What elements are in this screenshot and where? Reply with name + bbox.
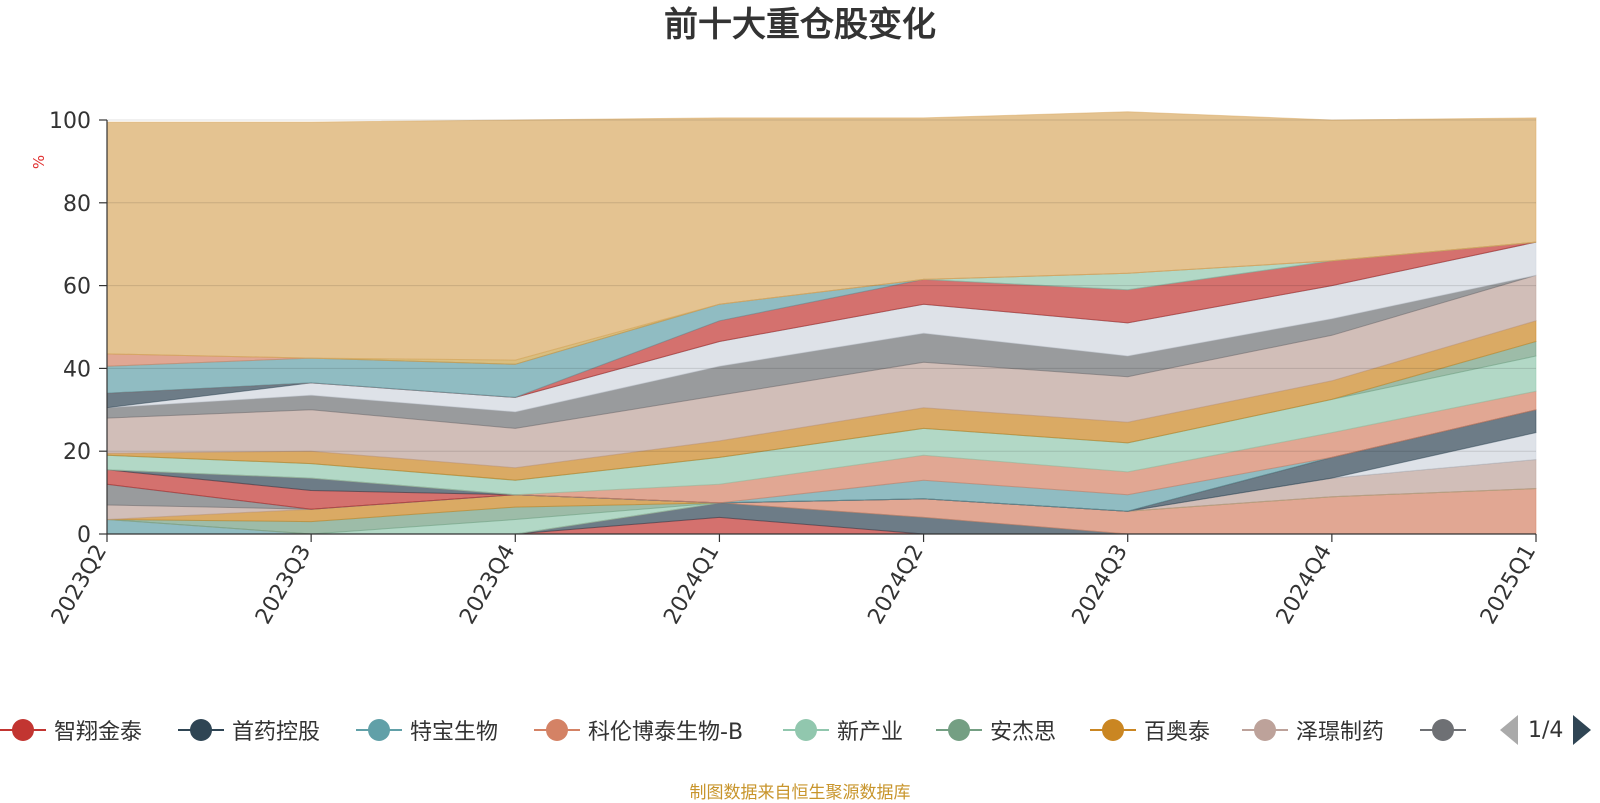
legend-item[interactable]: [1420, 712, 1474, 748]
x-tick-label: 2024Q4: [1272, 541, 1337, 629]
x-tick-label: 2023Q3: [251, 541, 316, 629]
y-axis-label: %: [30, 155, 48, 169]
x-tick-label: 2024Q2: [863, 541, 928, 629]
legend-label: 安杰思: [990, 720, 1057, 745]
legend-label: 百奥泰: [1144, 720, 1211, 745]
legend-marker-icon: [936, 712, 982, 748]
y-tick-label: 60: [63, 275, 91, 300]
legend-items: 智翔金泰 首药控股 特宝生物 科伦博泰生物-B 新产业 安杰思 百奥泰 泽璟制药: [0, 712, 1496, 748]
legend-item[interactable]: 特宝生物: [356, 712, 498, 748]
legend-label: 新产业: [837, 720, 904, 745]
legend-next-page-arrow-icon[interactable]: [1573, 715, 1592, 745]
y-tick-label: 20: [63, 440, 91, 465]
x-tick-label: 2023Q4: [455, 541, 520, 629]
legend-marker-icon: [178, 712, 224, 748]
legend-page-indicator: 1/4: [1528, 717, 1564, 743]
x-tick-label: 2024Q1: [659, 541, 724, 629]
legend-label: 智翔金泰: [54, 720, 143, 745]
legend-item[interactable]: 科伦博泰生物-B: [534, 712, 743, 748]
source-note: 制图数据来自恒生聚源数据库: [689, 783, 911, 803]
x-tick-label: 2025Q1: [1476, 541, 1541, 629]
legend-marker-icon: [356, 712, 402, 748]
y-tick-label: 0: [77, 523, 91, 548]
legend-marker-icon: [783, 712, 829, 748]
legend-marker-icon: [534, 712, 580, 748]
x-tick-label: 2023Q2: [47, 541, 112, 629]
legend-item[interactable]: 首药控股: [178, 712, 320, 748]
legend-label: 首药控股: [232, 720, 321, 745]
legend-item[interactable]: 泽璟制药: [1242, 712, 1384, 748]
y-tick-label: 80: [63, 192, 91, 217]
legend-label: 特宝生物: [410, 720, 499, 745]
stacked-area-chart: 0 20 40 60 80 100 2023Q2 2023Q3 2023Q4 2024Q1 2024…: [30, 109, 1541, 629]
area-series-27: [106, 111, 1537, 361]
y-tick-label: 100: [49, 109, 91, 134]
legend-marker-icon: [1420, 712, 1466, 748]
legend-marker-icon: [1242, 712, 1288, 748]
legend-item[interactable]: 百奥泰: [1090, 712, 1210, 748]
chart-legend: 智翔金泰 首药控股 特宝生物 科伦博泰生物-B 新产业 安杰思 百奥泰 泽璟制药: [0, 712, 1600, 748]
legend-prev-page-arrow-icon[interactable]: [1500, 715, 1518, 745]
legend-marker-icon: [1090, 712, 1136, 748]
y-tick-label: 40: [63, 357, 91, 382]
chart-title: 前十大重仓股变化: [664, 5, 936, 45]
legend-label: 泽璟制药: [1296, 720, 1385, 745]
legend-marker-icon: [0, 712, 46, 748]
legend-pager: 1/4: [1500, 712, 1592, 748]
legend-item[interactable]: 新产业: [783, 712, 903, 748]
x-tick-label: 2024Q3: [1068, 541, 1133, 629]
legend-label: 科伦博泰生物-B: [588, 720, 744, 745]
legend-item[interactable]: 智翔金泰: [0, 712, 142, 748]
legend-item[interactable]: 安杰思: [936, 712, 1056, 748]
